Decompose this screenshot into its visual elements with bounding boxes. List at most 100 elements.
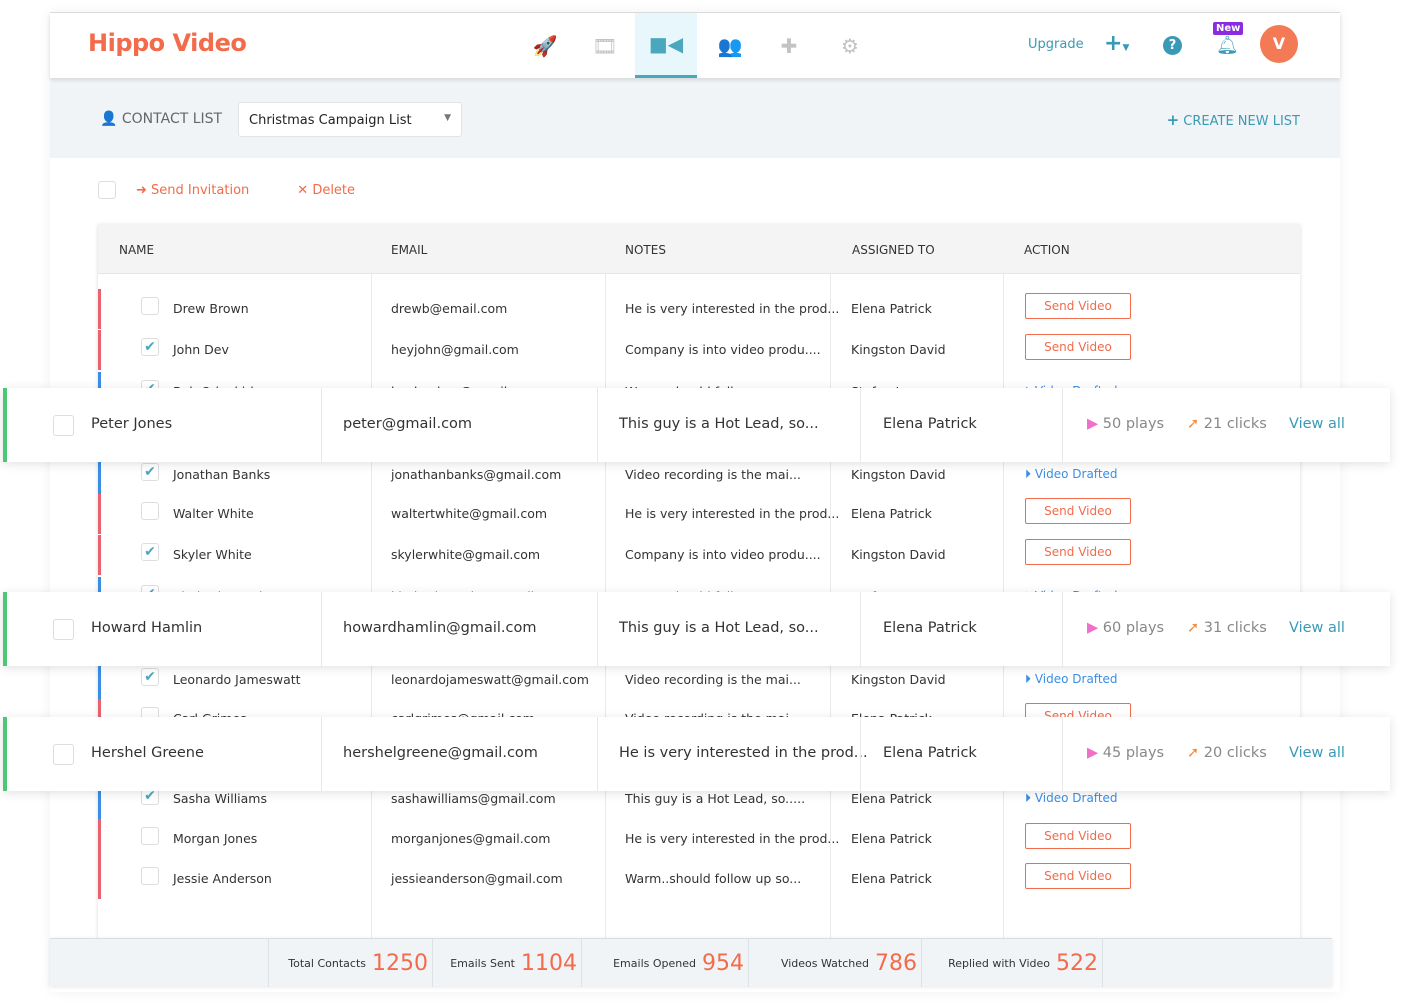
contact-notes: He is very interested in the prod... <box>619 745 868 761</box>
column-divider <box>605 224 606 954</box>
send-video-button[interactable]: Send Video <box>1025 863 1131 889</box>
column-divider <box>1003 224 1004 954</box>
nav-users-icon[interactable]: 👥 <box>717 33 743 58</box>
contact-list-select[interactable]: Christmas Campaign List ▼ <box>238 102 462 137</box>
send-video-button[interactable]: Send Video <box>1025 498 1131 524</box>
plays-text: 60 plays <box>1102 620 1165 636</box>
stat-label: Emails Opened <box>613 956 696 970</box>
column-divider <box>860 592 861 666</box>
row-checkbox[interactable]: ✔ <box>141 543 159 561</box>
clicks-text: 21 clicks <box>1203 416 1267 432</box>
video-drafted-link[interactable]: ⏵ Video Drafted <box>1025 672 1118 687</box>
stat-value: 522 <box>1056 950 1098 976</box>
assigned-to: Elena Patrick <box>851 831 932 846</box>
hippo-video-logo[interactable]: Hippo Video <box>88 29 247 57</box>
view-all-link[interactable]: View all <box>1289 745 1345 761</box>
view-all-link[interactable]: View all <box>1289 416 1345 432</box>
play-circle-icon: ▶ <box>1087 745 1099 761</box>
selected-list: Christmas Campaign List <box>249 113 412 128</box>
select-all-checkbox[interactable] <box>98 181 116 199</box>
table-row: ✔ Skyler White skylerwhite@gmail.com Com… <box>98 535 1300 575</box>
row-checkbox[interactable] <box>53 744 74 765</box>
header-name[interactable]: NAME <box>119 243 155 257</box>
video-drafted-link[interactable]: ⏵ Video Drafted <box>1025 791 1118 806</box>
contact-name: Jessie Anderson <box>173 871 272 886</box>
upgrade-link[interactable]: Upgrade <box>1028 37 1084 52</box>
bell-icon[interactable]: 🔔︎ <box>1216 35 1239 56</box>
contact-notes: This guy is a Hot Lead, so... <box>619 416 819 432</box>
row-checkbox[interactable]: ✔ <box>141 668 159 686</box>
nav-video-contact-icon[interactable]: ■◀ <box>635 13 697 78</box>
stat-value: 1104 <box>521 950 577 976</box>
play-circle-icon: ⏵ <box>1025 672 1032 686</box>
contact-email: leonardojameswatt@gmail.com <box>391 672 589 687</box>
contact-name: Drew Brown <box>173 301 249 316</box>
plays-text: 50 plays <box>1102 416 1165 432</box>
cursor-click-icon: ➚ <box>1187 745 1200 761</box>
highlighted-contact-row[interactable]: Howard Hamlin howardhamlin@gmail.com Thi… <box>3 592 1390 666</box>
contact-name: Walter White <box>173 506 254 521</box>
header-notes[interactable]: NOTES <box>625 243 666 257</box>
assigned-to: Elena Patrick <box>883 416 977 432</box>
app-window: Hippo Video 🚀 🎞 ■◀ 👥 ✚ ⚙ Upgrade +▼ ? Ne… <box>50 12 1340 992</box>
row-checkbox[interactable]: ✔ <box>141 338 159 356</box>
table-row: ✔ Jonathan Banks jonathanbanks@gmail.com… <box>98 455 1300 495</box>
header-email[interactable]: EMAIL <box>391 243 428 257</box>
plays-count: ▶ 60 plays <box>1087 620 1164 636</box>
avatar[interactable]: V <box>1260 25 1298 63</box>
contact-email: jessieanderson@gmail.com <box>391 871 563 886</box>
row-checkbox[interactable] <box>53 619 74 640</box>
nav-gear-icon[interactable]: ⚙ <box>841 33 859 58</box>
view-all-link[interactable]: View all <box>1289 620 1345 636</box>
contact-email: heyjohn@gmail.com <box>391 342 519 357</box>
send-video-button[interactable]: Send Video <box>1025 539 1131 565</box>
stat-value: 954 <box>702 950 744 976</box>
action-label: Video Drafted <box>1034 467 1118 481</box>
nav-puzzle-icon[interactable]: ✚ <box>780 33 798 58</box>
add-dropdown-icon[interactable]: +▼ <box>1104 31 1130 56</box>
row-checkbox[interactable] <box>141 297 159 315</box>
column-divider <box>321 388 322 462</box>
header-assigned-to[interactable]: ASSIGNED TO <box>852 243 935 257</box>
header-action[interactable]: ACTION <box>1024 243 1070 257</box>
clicks-count: ➚ 20 clicks <box>1187 745 1267 761</box>
highlighted-contact-row[interactable]: Peter Jones peter@gmail.com This guy is … <box>3 388 1390 462</box>
assigned-to: Kingston David <box>851 467 946 482</box>
contact-email: drewb@email.com <box>391 301 508 316</box>
nav-film-icon[interactable]: 🎞 <box>592 33 618 58</box>
delete-button[interactable]: ✕ Delete <box>297 183 355 198</box>
highlighted-contact-row[interactable]: Hershel Greene hershelgreene@gmail.com H… <box>3 717 1390 791</box>
row-checkbox[interactable] <box>53 415 74 436</box>
row-checkbox[interactable] <box>141 867 159 885</box>
assigned-to: Elena Patrick <box>883 745 977 761</box>
caret-down-icon: ▼ <box>444 113 451 123</box>
send-video-button[interactable]: Send Video <box>1025 823 1131 849</box>
row-checkbox[interactable]: ✔ <box>141 463 159 481</box>
row-checkbox[interactable] <box>141 502 159 520</box>
nav-rocket-icon[interactable]: 🚀 <box>532 33 558 58</box>
contact-email: sashawilliams@gmail.com <box>391 791 556 806</box>
video-drafted-link[interactable]: ⏵ Video Drafted <box>1025 467 1118 482</box>
column-divider <box>597 388 598 462</box>
bulk-actions: ➜ Send Invitation ✕ Delete <box>98 181 355 199</box>
contact-notes: This guy is a Hot Lead, so... <box>619 620 819 636</box>
send-invitation-label: Send Invitation <box>151 182 250 198</box>
send-video-button[interactable]: Send Video <box>1025 293 1131 319</box>
table-row: Walter White waltertwhite@gmail.com He i… <box>98 494 1300 534</box>
clicks-count: ➚ 21 clicks <box>1187 416 1267 432</box>
column-divider <box>371 224 372 954</box>
column-divider <box>860 717 861 791</box>
table-row: ✔ Sasha Williams sashawilliams@gmail.com… <box>98 779 1300 819</box>
column-divider <box>321 592 322 666</box>
new-badge: New <box>1213 22 1244 35</box>
contact-name: Leonardo Jameswatt <box>173 672 301 687</box>
stat-label: Videos Watched <box>780 956 869 970</box>
row-checkbox[interactable] <box>141 827 159 845</box>
contact-name: John Dev <box>173 342 229 357</box>
help-icon[interactable]: ? <box>1163 36 1182 55</box>
stat-divider <box>1102 939 1107 987</box>
close-icon: ✕ <box>297 182 309 198</box>
send-invitation-button[interactable]: ➜ Send Invitation <box>136 183 249 198</box>
send-video-button[interactable]: Send Video <box>1025 334 1131 360</box>
create-new-list-button[interactable]: + CREATE NEW LIST <box>1167 111 1300 129</box>
